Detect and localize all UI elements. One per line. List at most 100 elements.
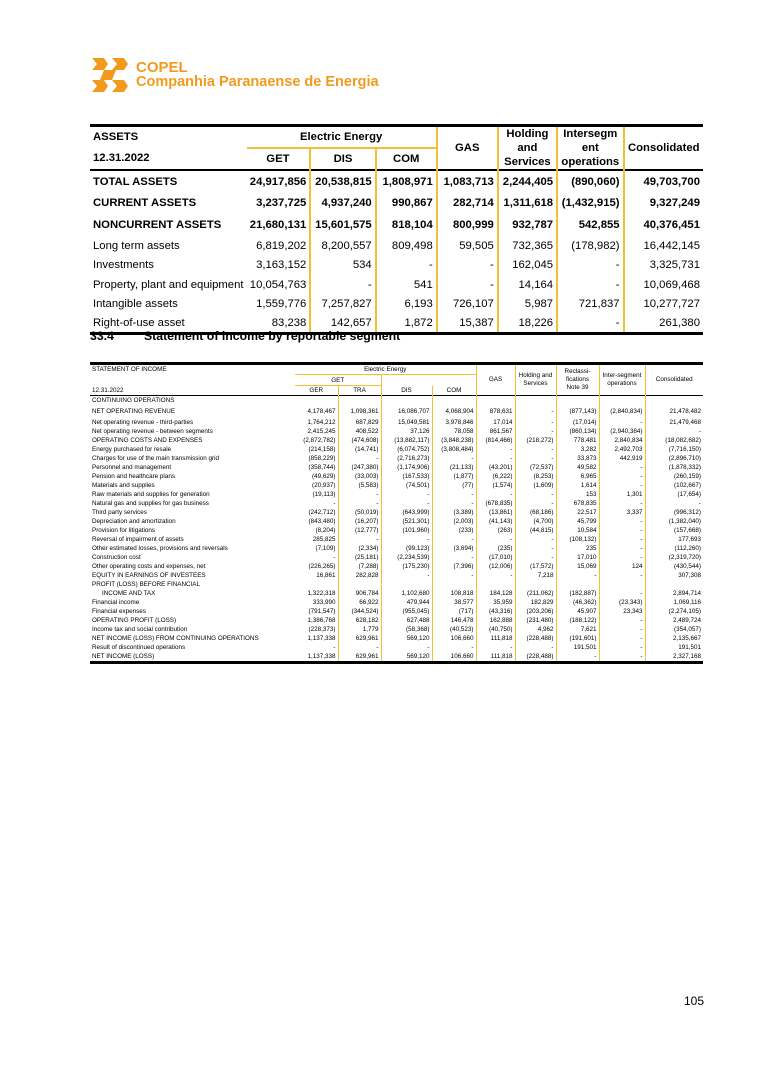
cell-value: - <box>514 418 556 427</box>
table-row: Intangible assets 1,559,776 7,257,827 6,193… <box>90 294 703 314</box>
cell-value: 1,301 <box>598 490 645 499</box>
table-row: Financial income 333,990 66,922 479,944 38,5… <box>90 598 703 607</box>
table-row: NONCURRENT ASSETS 21,680,131 15,601,575 818… <box>90 214 703 236</box>
cell-value <box>555 580 599 589</box>
cell-value: (13,882,117) <box>380 436 432 445</box>
cell-value: 2,840,834 <box>598 436 645 445</box>
row-label: Property, plant and equipment <box>93 278 244 291</box>
cell-value: (228,488) <box>514 634 556 643</box>
cell-value <box>295 580 338 589</box>
table-row: Long term assets 6,819,202 8,200,557 809,49… <box>90 236 703 256</box>
cell-value: 108,818 <box>431 589 476 598</box>
cell-value: - <box>598 589 645 598</box>
table-row: OPERATING COSTS AND EXPENSES (2,872,782)(… <box>90 436 703 445</box>
cell-value: - <box>598 571 645 580</box>
cell-value: (188,122) <box>555 616 599 625</box>
cell-value: 15,069 <box>555 562 599 571</box>
cell-value: (46,362) <box>555 598 599 607</box>
spacer <box>90 375 295 386</box>
table-row: Income tax and social contribution (228,3… <box>90 625 703 634</box>
row-label: Reversal of impairment of assets <box>92 536 184 543</box>
cell-value: 49,582 <box>555 463 599 472</box>
column-header: GAS <box>475 363 515 396</box>
cell-value <box>514 395 556 405</box>
row-label: Long term assets <box>93 239 180 252</box>
cell-value: - <box>514 454 556 463</box>
cell-value: 408,522 <box>337 427 381 436</box>
cell-value: 6,193 <box>374 294 437 314</box>
cell-value: - <box>514 544 556 553</box>
cell-value: (19,113) <box>312 491 336 498</box>
column-header: COM <box>431 385 476 396</box>
cell-value: (2,840,834) <box>598 405 645 418</box>
cell-value: - <box>337 499 381 508</box>
cell-value <box>337 395 381 405</box>
row-label: NET OPERATING REVENUE <box>92 408 176 415</box>
cell-value: 628,182 <box>337 616 381 625</box>
cell-value: (7,396) <box>431 562 476 571</box>
cell-value: (996,312) <box>644 508 703 517</box>
cell-value: 153 <box>555 490 599 499</box>
cell-value: 333,990 <box>312 599 336 606</box>
cell-value: (2,896,710) <box>644 454 703 463</box>
cell-value: 38,577 <box>431 598 476 607</box>
cell-value: (2,319,720) <box>644 553 703 562</box>
cell-value: - <box>514 553 556 562</box>
cell-value: (8,204) <box>315 527 336 534</box>
table-row: Pension and healthcare plans (49,629) (33,… <box>90 472 703 481</box>
cell-value: 2,489,724 <box>644 616 703 625</box>
cell-value: (1,174,906) <box>380 463 432 472</box>
cell-value: (843,480) <box>308 518 336 525</box>
cell-value: (1,574) <box>475 481 515 490</box>
electric-energy-header: Electric Energy <box>364 366 407 373</box>
cell-value: 2,327,168 <box>644 652 703 663</box>
cell-value: 191,501 <box>644 643 703 652</box>
cell-value: 5,987 <box>496 294 558 314</box>
row-label: NONCURRENT ASSETS <box>93 219 222 231</box>
cell-value: 878,631 <box>475 405 515 418</box>
cell-value: 2,492,703 <box>598 445 645 454</box>
cell-value: 16,442,145 <box>622 236 703 256</box>
cell-value: (521,301) <box>380 517 432 526</box>
row-label: CONTINUING OPERATIONS <box>92 397 175 404</box>
cell-value: (17,572) <box>514 562 556 571</box>
table-row: NET OPERATING REVENUE 4,178,467 1,098,361 1… <box>90 405 703 418</box>
cell-value: - <box>556 275 624 295</box>
cell-value: 24,917,856 <box>249 175 307 188</box>
cell-value: 10,069,468 <box>622 275 703 295</box>
table-row: NET INCOME (LOSS) FROM CONTINUING OPERAT… <box>90 634 703 643</box>
table-row: Other operating costs and expenses, net (… <box>90 562 703 571</box>
header-row: GET <box>90 374 703 386</box>
row-label: Charges for use of the main transmission… <box>92 455 220 462</box>
cell-value: 4,962 <box>514 625 556 634</box>
table-row: Reversal of impairment of assets 285,825-… <box>90 535 703 544</box>
table-row: INCOME AND TAX 1,322,318 906,784 1,102,680 1… <box>90 589 703 598</box>
cell-value: 2,244,405 <box>496 170 558 192</box>
cell-value: 282,828 <box>337 571 381 580</box>
cell-value: - <box>337 535 381 544</box>
cell-value: 6,965 <box>555 472 599 481</box>
row-label: Personnel and management <box>92 464 172 471</box>
cell-value: (72,537) <box>514 463 556 472</box>
income-date: 12.31.2022 <box>92 386 124 394</box>
table-row: Third party services (242,712) (50,019) (64… <box>90 508 703 517</box>
cell-value: 162,888 <box>475 616 515 625</box>
cell-value: - <box>431 571 476 580</box>
cell-value: 59,505 <box>435 236 498 256</box>
cell-value: 1,322,318 <box>307 590 336 597</box>
cell-value: - <box>333 554 336 561</box>
row-label: OPERATING PROFIT (LOSS) <box>92 617 177 624</box>
cell-value: (33,003) <box>337 472 381 481</box>
cell-value: - <box>337 490 381 499</box>
row-label: OPERATING COSTS AND EXPENSES <box>92 437 203 444</box>
cell-value: (1,432,915) <box>556 192 624 214</box>
row-label: Natural gas and supplies for gas busines… <box>92 500 209 507</box>
cell-value: (108,132) <box>555 535 599 544</box>
section-title: Statement of income by reportable segmen… <box>143 329 401 343</box>
cell-value: 4,178,467 <box>307 408 336 415</box>
cell-value: 146,478 <box>431 616 476 625</box>
cell-value: - <box>380 490 432 499</box>
cell-value: 10,584 <box>555 526 599 535</box>
page-number: 105 <box>684 994 705 1008</box>
cell-value: (233) <box>431 526 476 535</box>
